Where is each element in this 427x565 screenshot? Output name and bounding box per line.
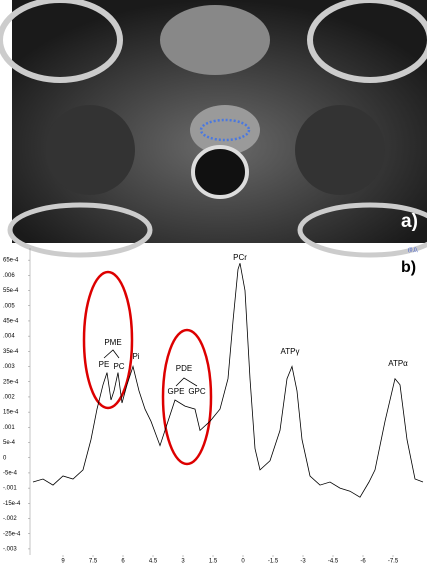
x-tick-label: 0 [241,559,245,565]
pme-circle [82,270,134,410]
y-tick-label: .002 [3,395,15,401]
x-tick-label: 4.5 [149,559,158,565]
panel-label: b) [401,259,416,276]
peak-label: PE [99,360,110,369]
panel-label: a) [401,211,418,232]
x-tick-label: -1.5 [268,559,279,565]
y-tick-label: -5e-4 [3,471,18,477]
x-tick-label: 1.5 [209,559,218,565]
y-tick-label: -.002 [3,516,17,522]
y-tick-label: .003 [3,364,15,370]
peak-label: Pi [132,352,139,361]
x-tick-label: -4.5 [328,559,339,565]
x-tick-label: -6 [360,559,366,565]
peak-label: PC [113,362,124,371]
y-tick-label: 25e-4 [3,379,19,385]
peak-label: ATPγ [281,347,300,356]
y-tick-label: .004 [3,334,15,340]
y-tick-label: .006 [3,273,15,279]
y-tick-label: 0 [3,455,7,461]
y-tick-label: .005 [3,303,15,309]
x-tick-label: 6 [121,559,125,565]
spectrum-line [32,263,424,498]
y-tick-label: 65e-4 [3,258,19,264]
y-tick-label: -25e-4 [3,531,21,537]
peak-label: GPC [188,387,206,396]
peak-label: PME [104,338,121,347]
peak-label: GPE [168,387,185,396]
mri-image: a) [0,0,427,258]
corner-note: (0,0, [408,247,418,253]
y-tick-label: 45e-4 [3,319,19,325]
pde-circle [161,328,213,466]
x-tick-label: 7.5 [89,559,98,565]
y-tick-label: 35e-4 [3,349,19,355]
y-tick-label: -.003 [3,546,17,552]
x-tick-label: -3 [300,559,306,565]
y-tick-label: 5e-4 [3,440,16,446]
y-tick-label: -15e-4 [3,501,21,507]
x-tick-label: 9 [61,559,65,565]
y-tick-label: 15e-4 [3,410,19,416]
peak-label: PCr [233,253,247,262]
connectors [103,349,198,387]
y-tick-label: -.001 [3,486,17,492]
peak-label: PDE [176,364,192,373]
peak-label: ATPα [388,359,408,368]
y-tick-label: 55e-4 [3,288,19,294]
x-tick-label: -7.5 [388,559,399,565]
x-tick-label: 3 [181,559,185,565]
y-tick-label: .001 [3,425,15,431]
